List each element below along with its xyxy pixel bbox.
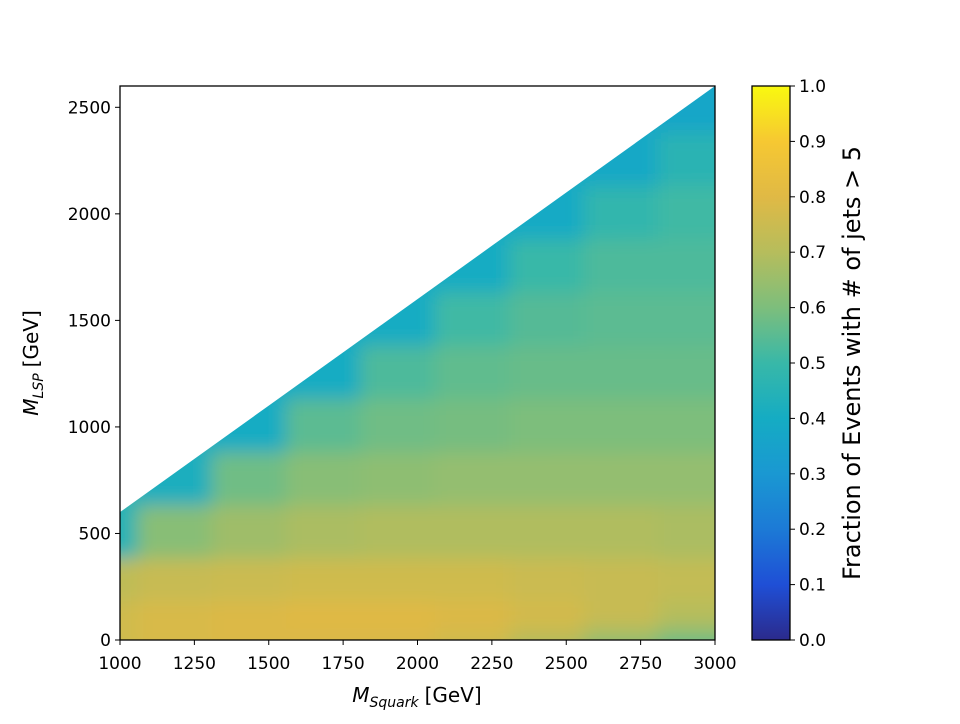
x-tick-label: 1750 <box>321 654 364 674</box>
y-label-subscript: LSP <box>31 373 47 399</box>
colorbar-label: Fraction of Events with # of jets > 5 <box>838 146 866 580</box>
colorbar-tick-label: 0.8 <box>799 188 826 208</box>
y-tick-label: 2000 <box>68 205 111 225</box>
colorbar-tick-label: 0.9 <box>799 132 826 152</box>
y-tick-label: 1500 <box>68 311 111 331</box>
y-label-unit: [GeV] <box>19 310 43 367</box>
y-tick-label: 0 <box>100 631 111 651</box>
y-axis-label: MLSP [GeV] <box>19 310 47 416</box>
colorbar-tick-label: 0.6 <box>799 299 826 319</box>
x-tick-label: 2500 <box>545 654 588 674</box>
x-label-unit: [GeV] <box>425 683 482 707</box>
x-tick-label: 2000 <box>396 654 439 674</box>
x-axis-label: MSquark [GeV] <box>352 683 481 711</box>
x-tick-label: 1500 <box>247 654 290 674</box>
heatmap-cell <box>657 86 715 133</box>
colorbar-tick-label: 0.3 <box>799 465 826 485</box>
colorbar <box>751 85 791 641</box>
heatmap <box>120 86 715 640</box>
x-label-subscript: Squark <box>370 695 420 711</box>
x-tick-label: 1000 <box>98 654 141 674</box>
x-label-symbol: M <box>352 683 369 707</box>
x-tick-label: 2250 <box>470 654 513 674</box>
colorbar-tick-label: 0.5 <box>799 354 826 374</box>
x-tick-label: 3000 <box>693 654 736 674</box>
colorbar-tick-label: 0.2 <box>799 520 826 540</box>
y-tick-label: 500 <box>79 524 111 544</box>
colorbar-tick-label: 0.7 <box>799 243 826 263</box>
y-tick-label: 1000 <box>68 418 111 438</box>
y-tick-label: 2500 <box>68 98 111 118</box>
x-tick-label: 1250 <box>173 654 216 674</box>
colorbar-tick-label: 0.0 <box>799 631 826 651</box>
y-label-symbol: M <box>19 398 43 415</box>
colorbar-tick-label: 1.0 <box>799 77 826 97</box>
x-tick-label: 2750 <box>619 654 662 674</box>
colorbar-tick-label: 0.4 <box>799 409 826 429</box>
colorbar-tick-label: 0.1 <box>799 576 826 596</box>
